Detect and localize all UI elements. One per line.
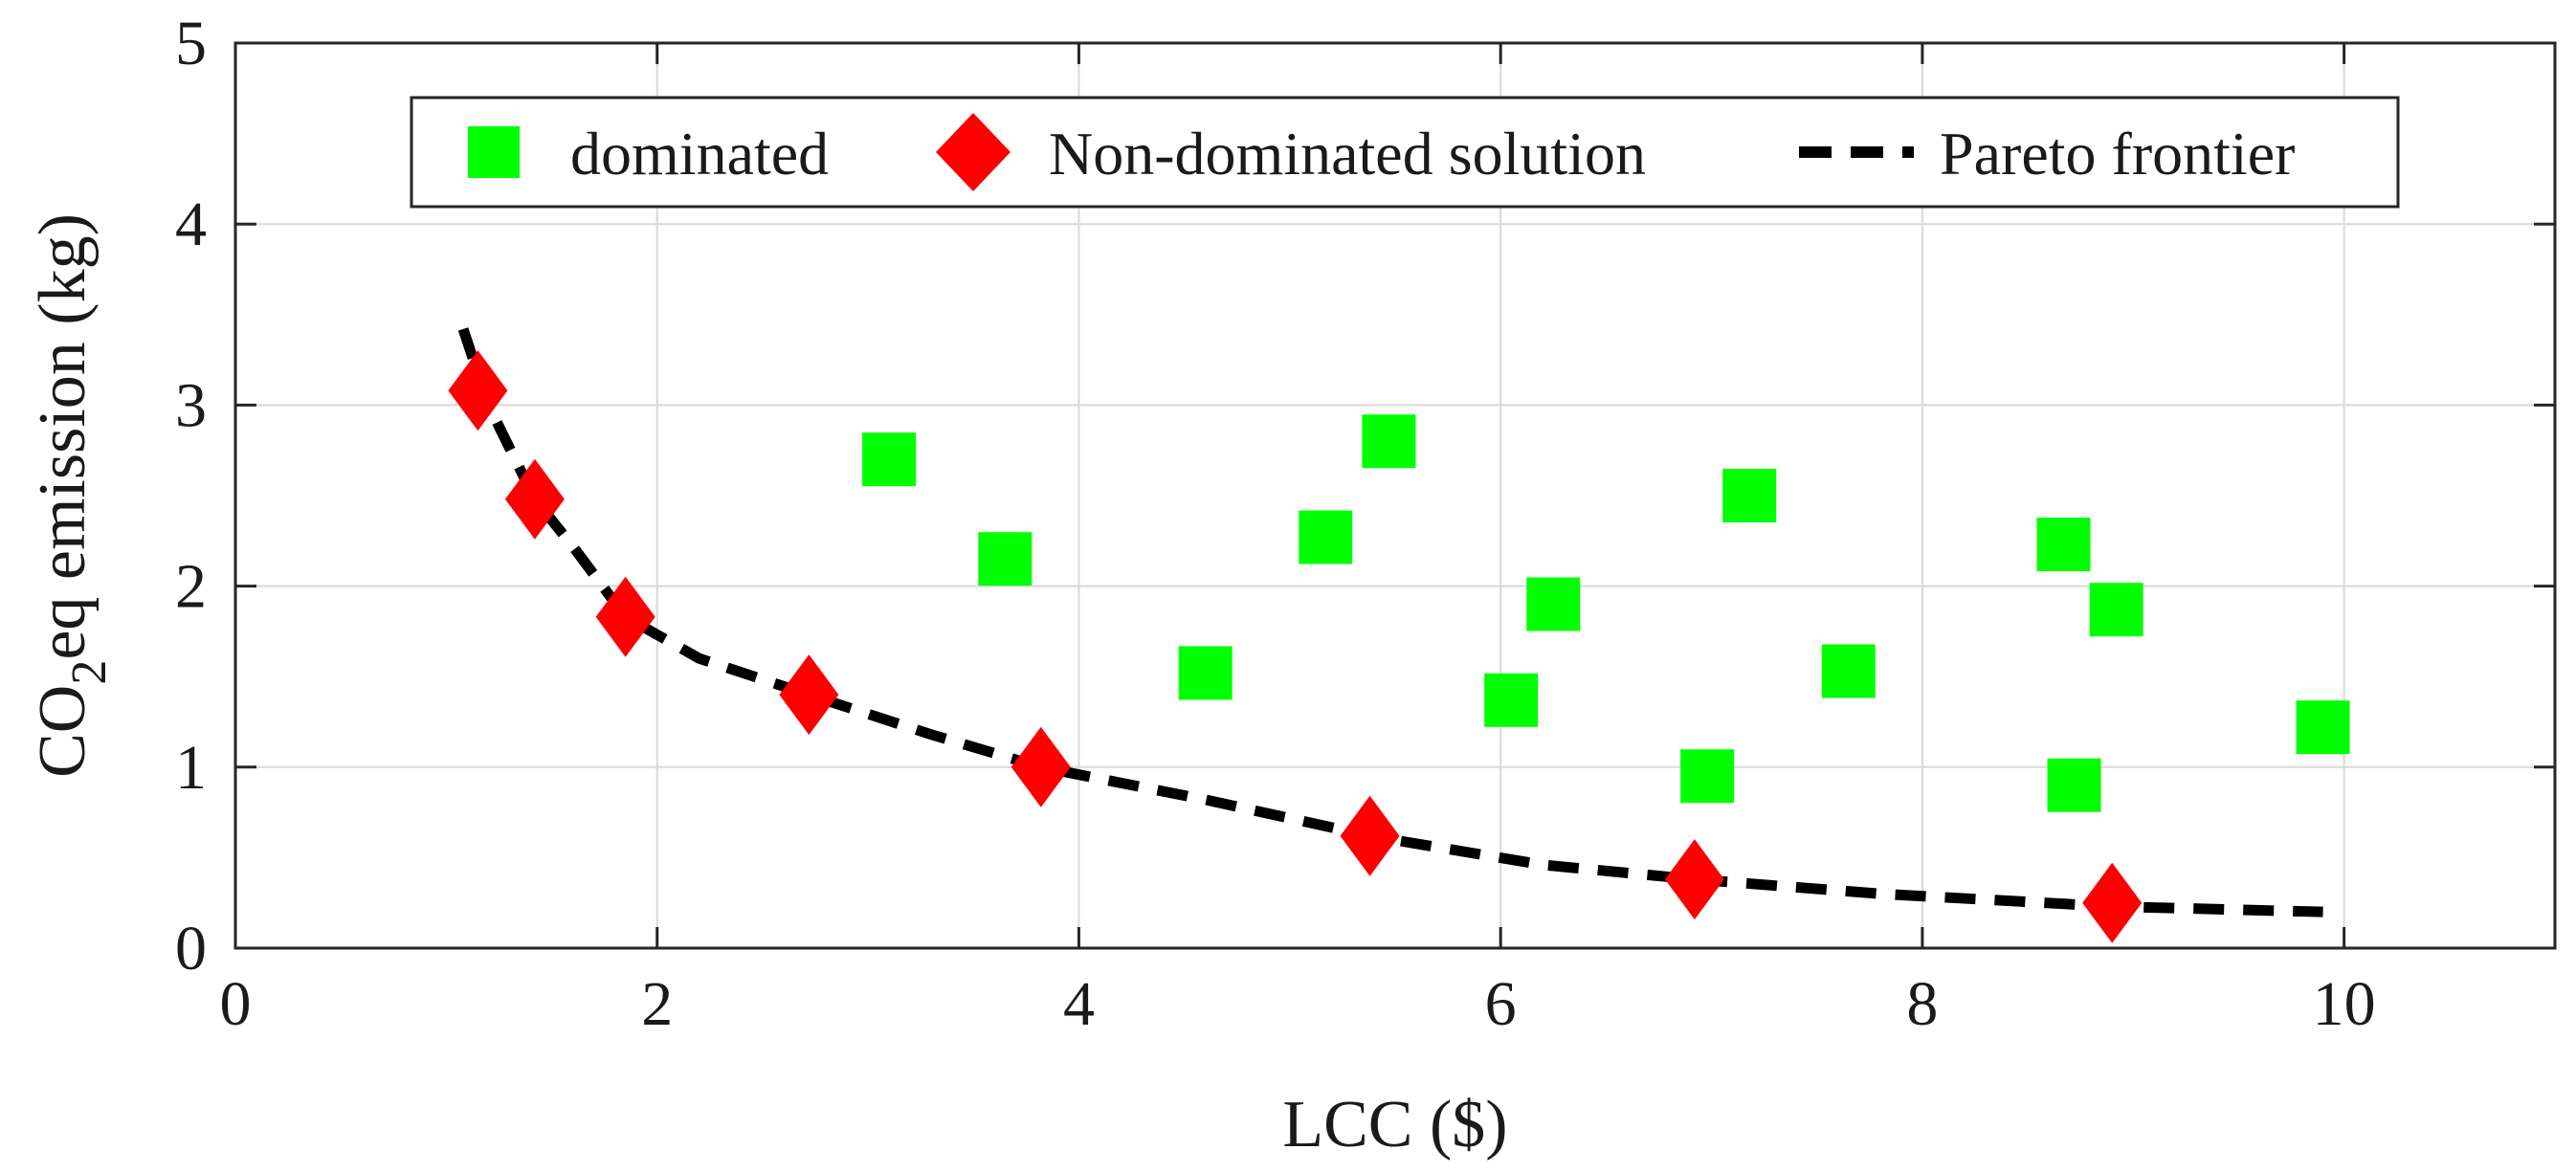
y-tick-label: 0 [175,914,207,984]
y-tick-label: 2 [175,552,207,622]
legend-box [410,96,2400,209]
dominated-point [1722,469,1777,522]
pareto-frontier-line [457,327,2323,918]
legend-marker-non-dominated [936,113,1010,191]
legend-label-dominated: dominated [570,120,829,188]
axis-ticks: 0 2 4 6 8 10 0 1 2 3 4 5 [175,9,2555,1039]
legend-label-non-dominated: Non-dominated solution [1049,120,1646,188]
legend-label-pareto: Pareto frontier [1940,120,2295,188]
marker-layer [448,350,2350,943]
non-dominated-point [448,350,508,431]
dominated-point [2036,518,2091,572]
non-dominated-point [1340,795,1400,876]
y-axis-label-rest: eq emission (kg) [26,213,100,660]
pareto-frontier-layer [457,327,2323,918]
dominated-point [1178,646,1232,700]
dominated-point [2089,583,2143,637]
y-tick-label: 5 [175,9,207,78]
y-axis-label-subscript: 2 [62,660,117,685]
y-axis-label-main: CO [26,685,100,778]
legend: dominated Non-dominated solution Pareto … [410,96,2400,209]
dominated-point [862,432,917,487]
non-dominated-point [504,458,565,540]
dominated-point [1680,749,1735,804]
y-tick-label: 4 [175,189,207,259]
dominated-point [2047,758,2101,812]
legend-marker-dominated [468,126,520,178]
non-dominated-point [1664,839,1724,920]
y-tick-label: 1 [175,733,207,803]
dominated-point [1484,673,1539,727]
x-tick-label: 8 [1906,969,1938,1039]
dominated-point [1299,510,1353,564]
dominated-point [1821,644,1876,698]
x-tick-label: 10 [2313,969,2376,1039]
dominated-point [1362,414,1416,469]
y-tick-label: 3 [175,370,207,440]
x-tick-label: 6 [1485,969,1517,1039]
dominated-point [2296,700,2350,755]
non-dominated-point [2082,862,2143,943]
non-dominated-point [595,576,655,657]
x-axis-label: LCC ($) [1282,1088,1507,1161]
plot-frame [233,41,2557,950]
dominated-point [978,532,1033,586]
dominated-point [1526,577,1581,631]
x-tick-label: 0 [220,969,252,1039]
y-axis-label: CO2eq emission (kg) [26,213,117,778]
x-tick-label: 2 [641,969,673,1039]
non-dominated-point [779,654,839,736]
x-tick-label: 4 [1063,969,1095,1039]
non-dominated-point [1010,726,1071,807]
